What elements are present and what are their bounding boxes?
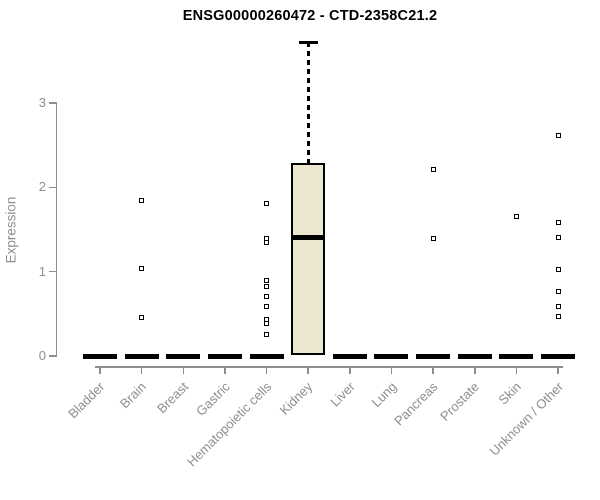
flat-box-breast xyxy=(166,353,201,359)
flat-box-lung xyxy=(374,353,409,359)
x-tick xyxy=(265,366,268,374)
x-tick-label-prostate: Prostate xyxy=(437,379,483,424)
flat-box-brain xyxy=(124,353,159,359)
y-tick-label: 2 xyxy=(38,179,46,195)
x-tick-label-bladder: Bladder xyxy=(65,379,108,422)
flat-box-unknown-other xyxy=(541,353,576,359)
x-tick-label-lung: Lung xyxy=(368,379,400,411)
outlier-point xyxy=(264,321,270,327)
outlier-point xyxy=(264,240,270,246)
x-tick xyxy=(432,366,434,374)
outlier-point xyxy=(555,234,561,240)
outlier-point xyxy=(555,303,561,309)
x-tick xyxy=(474,366,476,374)
flat-box-prostate xyxy=(457,353,492,359)
x-tick xyxy=(307,366,309,374)
x-tick-label-breast: Breast xyxy=(153,379,191,417)
x-tick-label-brain: Brain xyxy=(117,379,150,412)
box-kidney xyxy=(291,162,326,356)
x-tick xyxy=(182,366,185,374)
whisker-kidney xyxy=(307,42,310,163)
x-tick xyxy=(349,366,351,374)
y-tick-label: 0 xyxy=(38,348,46,363)
outlier-point xyxy=(264,332,270,338)
outlier-point xyxy=(513,213,519,219)
x-tick-label-liver: Liver xyxy=(326,379,358,410)
x-axis-line xyxy=(95,366,564,368)
y-tick xyxy=(49,186,57,189)
x-tick xyxy=(515,366,518,374)
x-tick xyxy=(99,366,101,374)
outlier-point xyxy=(264,303,270,309)
outlier-point xyxy=(139,198,145,204)
outlier-point xyxy=(264,293,270,299)
outlier-point xyxy=(555,313,561,319)
outlier-point xyxy=(430,167,436,173)
x-tick-label-skin: Skin xyxy=(495,379,525,408)
y-tick xyxy=(49,355,57,357)
x-tick xyxy=(140,366,143,374)
whisker-cap-kidney xyxy=(298,40,318,44)
outlier-point xyxy=(264,284,270,290)
y-tick-label: 3 xyxy=(38,95,46,110)
outlier-point xyxy=(555,220,561,226)
x-tick-label-gastric: Gastric xyxy=(192,379,233,419)
outlier-point xyxy=(139,314,145,320)
outlier-point xyxy=(555,289,561,295)
x-tick xyxy=(224,366,226,374)
flat-box-gastric xyxy=(207,353,242,359)
y-tick xyxy=(49,270,57,273)
outlier-point xyxy=(555,132,561,138)
x-tick xyxy=(557,366,559,374)
x-tick-label-pancreas: Pancreas xyxy=(391,379,441,429)
outlier-point xyxy=(555,267,561,273)
outlier-point xyxy=(139,265,145,271)
y-axis-line xyxy=(55,103,58,356)
flat-box-bladder xyxy=(83,353,117,359)
x-tick xyxy=(390,366,393,374)
y-tick xyxy=(49,102,57,104)
x-tick-label-unknown-other: Unknown / Other xyxy=(486,379,566,459)
x-tick-label-kidney: Kidney xyxy=(277,379,316,418)
y-tick-label: 1 xyxy=(38,263,46,279)
flat-box-skin xyxy=(499,353,534,359)
flat-box-hematopoietic-cells xyxy=(249,353,284,359)
flat-box-pancreas xyxy=(416,353,451,359)
outlier-point xyxy=(264,200,270,206)
flat-box-liver xyxy=(332,353,367,359)
chart-title: ENSG00000260472 - CTD-2358C21.2 xyxy=(182,8,438,24)
outlier-point xyxy=(430,236,436,242)
median-kidney xyxy=(291,234,326,240)
outlier-point xyxy=(264,277,270,283)
